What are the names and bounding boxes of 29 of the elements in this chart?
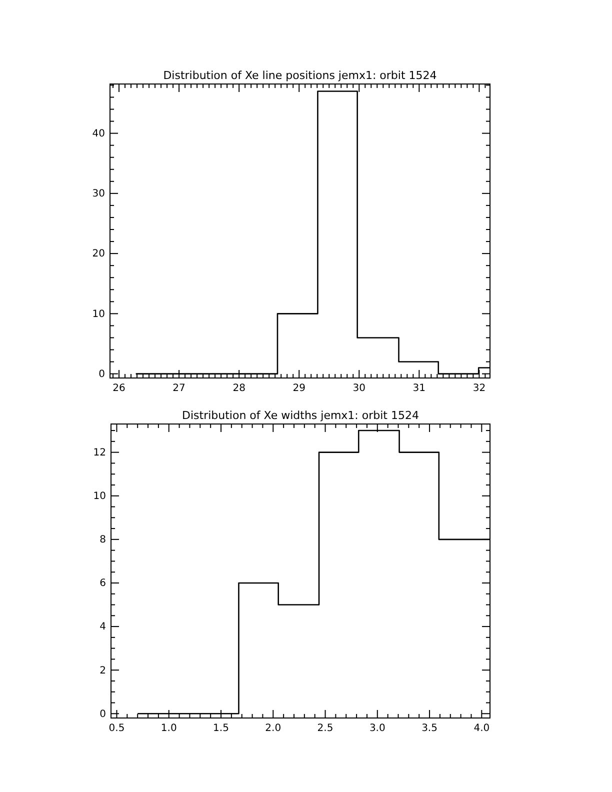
- x-tick-label: 29: [292, 383, 306, 394]
- x-tick-label: 27: [172, 383, 186, 394]
- x-tick-label: 0.5: [108, 723, 125, 734]
- y-tick-label: 10: [93, 491, 106, 502]
- y-tick-label: 0: [100, 708, 106, 720]
- x-tick-label: 4.0: [474, 723, 490, 734]
- y-tick-label: 4: [100, 622, 106, 633]
- x-tick-label: 2.5: [317, 723, 334, 734]
- y-tick-label: 40: [92, 128, 105, 140]
- chart-title: Distribution of Xe widths jemx1: orbit 1524: [182, 409, 419, 422]
- x-tick-label: 3.5: [422, 723, 438, 734]
- chart-title: Distribution of Xe line positions jemx1: orbit 1524: [163, 69, 437, 82]
- y-tick-label: 30: [92, 188, 105, 200]
- x-tick-label: 26: [112, 383, 126, 394]
- y-tick-label: 12: [93, 448, 106, 459]
- x-tick-label: 28: [232, 383, 246, 394]
- y-tick-label: 6: [100, 578, 106, 590]
- y-tick-label: 0: [98, 368, 105, 380]
- x-tick-label: 2.0: [265, 723, 282, 734]
- y-tick-label: 8: [100, 534, 106, 546]
- y-tick-label: 20: [92, 248, 105, 260]
- x-tick-label: 30: [352, 383, 366, 394]
- y-tick-label: 10: [92, 308, 105, 320]
- x-tick-label: 3.0: [369, 723, 386, 734]
- x-tick-label: 1.0: [160, 723, 177, 734]
- x-tick-label: 31: [412, 383, 426, 394]
- x-tick-label: 32: [472, 383, 486, 394]
- x-tick-label: 1.5: [213, 723, 229, 734]
- y-tick-label: 2: [100, 665, 106, 676]
